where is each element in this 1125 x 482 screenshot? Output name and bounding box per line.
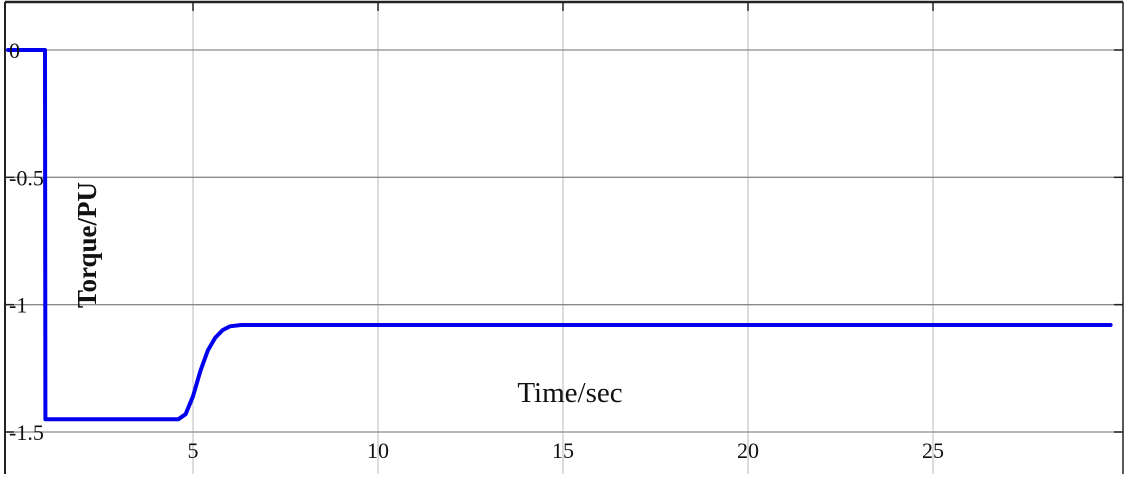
y-axis-label: Torque/PU (72, 182, 102, 308)
x-tick-label-10: 10 (367, 438, 389, 463)
y-tick-label-0: 0 (9, 38, 20, 63)
tick-labels: 5 10 15 20 25 0 -0.5 -1 -1.5 (9, 38, 944, 463)
y-tick-label--1.5: -1.5 (9, 420, 44, 445)
axes-frame (4, 0, 1124, 474)
y-tick-label--0.5: -0.5 (9, 165, 44, 190)
x-tick-label-5: 5 (188, 438, 199, 463)
x-tick-label-20: 20 (737, 438, 759, 463)
x-tick-label-25: 25 (922, 438, 944, 463)
series-layer (6, 48, 1113, 422)
grid (5, 2, 1123, 474)
y-tick-label--1: -1 (9, 293, 27, 318)
x-axis-label: Time/sec (517, 377, 622, 409)
series-line-1 (6, 48, 1113, 422)
x-tick-label-15: 15 (552, 438, 574, 463)
